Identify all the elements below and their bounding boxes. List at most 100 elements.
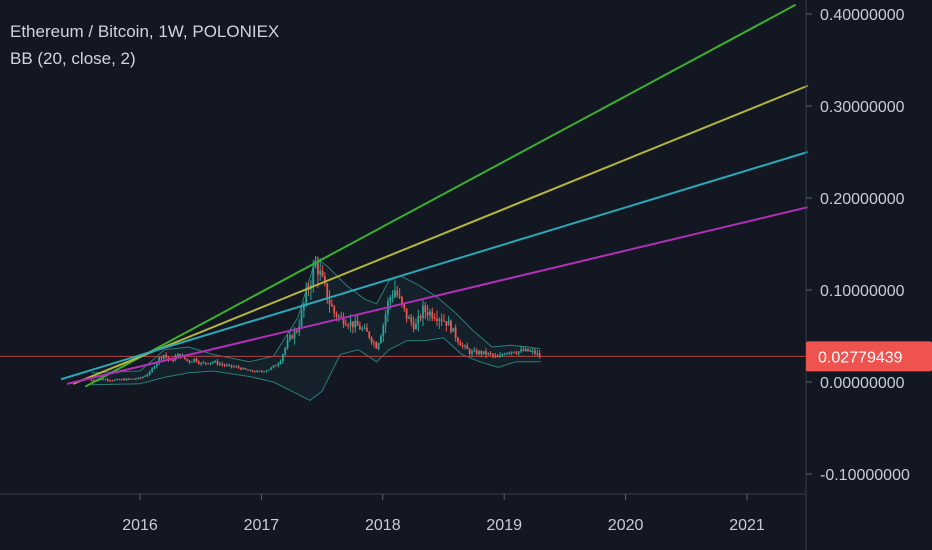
candle-body (424, 305, 427, 313)
candle-body (515, 352, 518, 354)
candle-body (221, 363, 224, 365)
candle-body (228, 364, 231, 366)
candle-body (90, 380, 93, 382)
candle-body (538, 353, 541, 357)
time-tick-label: 2021 (729, 517, 765, 534)
candle-body (375, 342, 378, 349)
candle-body (134, 378, 137, 380)
candle-body (501, 354, 504, 356)
last-price-tag: 0.02779439 (806, 341, 932, 372)
candle-body (478, 351, 480, 355)
candle-body (464, 345, 466, 347)
candle-body (305, 288, 308, 304)
candle-body (417, 316, 420, 325)
candle-body (288, 335, 291, 340)
candle-body (527, 348, 529, 352)
candle-body (361, 328, 364, 330)
time-tick-label: 2019 (486, 517, 522, 534)
candle-body (158, 357, 161, 363)
candle-body (176, 353, 179, 357)
candle-body (496, 355, 499, 358)
candle-body (401, 296, 403, 304)
candle-body (520, 349, 522, 352)
candle-body (492, 353, 494, 356)
trend-line-cyan (60, 151, 808, 381)
candle-body (450, 320, 452, 332)
candle-body (487, 352, 490, 355)
candle-body (130, 378, 133, 380)
price-tick-label: 0.30000000 (820, 99, 905, 116)
chart-title[interactable]: Ethereum / Bitcoin, 1W, POLONIEX (10, 22, 280, 41)
time-axis[interactable]: 2016 2017 2018 2019 2020 2021 (122, 494, 765, 534)
time-tick-label: 2017 (244, 517, 280, 534)
candle-body (408, 317, 410, 319)
trend-line-green (84, 3, 797, 388)
time-tick-label: 2018 (365, 517, 401, 534)
candle-body (513, 351, 515, 353)
candle-body (251, 370, 254, 372)
candle-body (197, 361, 200, 364)
candle-body (263, 371, 266, 373)
candle-body (324, 276, 326, 284)
candle-body (111, 380, 114, 382)
candle-body (517, 351, 520, 354)
candle-body (148, 371, 151, 375)
candle-body (338, 315, 340, 317)
candle-body (160, 357, 163, 359)
candle-body (286, 339, 289, 348)
candle-body (391, 296, 394, 298)
candle-body (373, 342, 375, 344)
trend-lines[interactable] (60, 3, 809, 388)
candle-body (312, 267, 315, 286)
candle-body (218, 363, 221, 365)
candle-body (333, 306, 336, 314)
trend-line-yellow (72, 84, 809, 385)
candle-body (433, 317, 436, 319)
candle-body (258, 370, 261, 372)
candle-body (352, 321, 354, 328)
time-tick-label: 2020 (608, 517, 644, 534)
indicator-legend[interactable]: BB (20, close, 2) (10, 49, 136, 68)
candle-body (426, 312, 429, 316)
candle-body (321, 270, 324, 277)
candle-body (295, 330, 298, 332)
candle-body (398, 295, 401, 297)
candle-body (113, 379, 116, 381)
candle-body (223, 364, 226, 366)
candle-body (272, 365, 275, 368)
candle-body (319, 270, 322, 275)
candle-body (155, 362, 158, 367)
candle-body (459, 342, 462, 346)
candle-body (230, 364, 233, 367)
candle-body (102, 379, 105, 381)
candle-body (214, 361, 217, 363)
price-axis[interactable]: 0.40000000 0.30000000 0.20000000 0.10000000… (806, 7, 910, 484)
candle-body (167, 356, 170, 360)
candle-body (270, 367, 273, 370)
trend-line-magenta (66, 206, 808, 385)
candle-body (377, 343, 380, 349)
candle-body (394, 290, 396, 297)
candle-body (382, 325, 385, 337)
candle-body (116, 379, 119, 381)
candle-body (452, 327, 455, 332)
candle-body (436, 318, 438, 321)
bollinger-fill (91, 257, 541, 401)
candle-body (265, 370, 268, 372)
candle-body (277, 363, 280, 366)
candle-body (256, 370, 259, 372)
candle-body (146, 374, 149, 376)
price-tick-label: 0.40000000 (820, 7, 905, 24)
candle-body (92, 380, 95, 382)
candle-body (480, 351, 483, 354)
candle-body (485, 351, 487, 355)
candle-body (172, 360, 175, 362)
candle-body (384, 314, 387, 326)
candle-body (506, 352, 508, 355)
candle-body (183, 355, 186, 359)
candle-body (349, 321, 352, 326)
candle-body (368, 331, 371, 338)
candle-body (293, 330, 296, 339)
candle-body (431, 311, 434, 318)
